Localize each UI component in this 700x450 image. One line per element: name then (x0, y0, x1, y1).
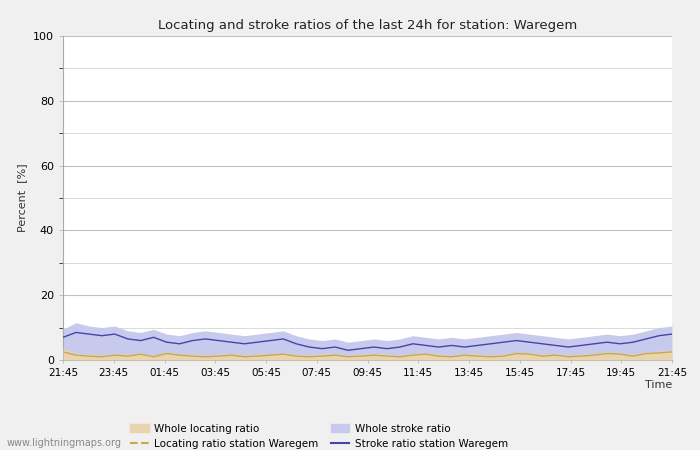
Text: Time: Time (645, 380, 672, 390)
Legend: Whole locating ratio, Locating ratio station Waregem, Whole stroke ratio, Stroke: Whole locating ratio, Locating ratio sta… (130, 423, 507, 449)
Text: www.lightningmaps.org: www.lightningmaps.org (7, 438, 122, 448)
Title: Locating and stroke ratios of the last 24h for station: Waregem: Locating and stroke ratios of the last 2… (158, 19, 577, 32)
Y-axis label: Percent  [%]: Percent [%] (18, 164, 27, 232)
